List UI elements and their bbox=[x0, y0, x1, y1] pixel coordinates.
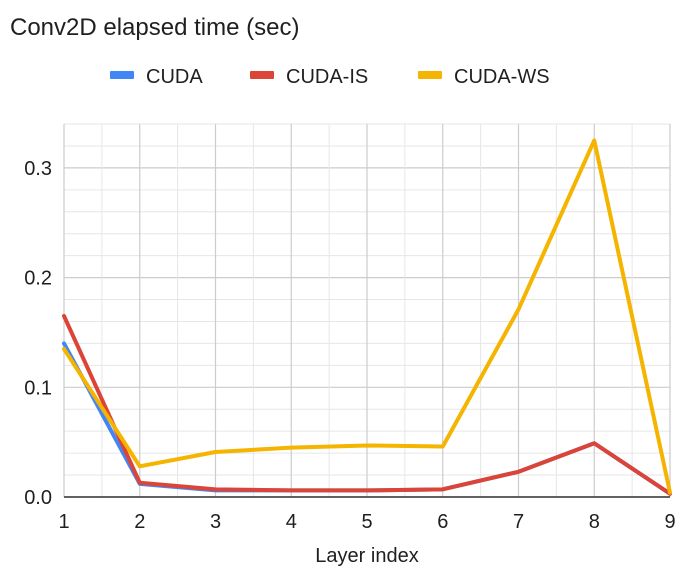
x-tick-label: 9 bbox=[664, 511, 675, 533]
y-tick-label: 0.1 bbox=[24, 377, 52, 399]
x-axis-ticks: 1 2 3 4 5 6 7 8 9 bbox=[58, 511, 675, 533]
grid-lines bbox=[63, 123, 671, 498]
x-tick-label: 5 bbox=[361, 511, 372, 533]
y-tick-label: 0.3 bbox=[24, 158, 52, 180]
legend-item-cuda-ws: CUDA-WS bbox=[418, 66, 550, 88]
x-tick-label: 8 bbox=[589, 511, 600, 533]
legend-swatch bbox=[418, 71, 442, 79]
legend-swatch bbox=[110, 71, 134, 79]
x-tick-label: 1 bbox=[58, 511, 69, 533]
legend-label: CUDA bbox=[146, 66, 203, 88]
x-axis-label: Layer index bbox=[315, 545, 418, 567]
y-tick-label: 0.2 bbox=[24, 268, 52, 290]
x-tick-label: 7 bbox=[513, 511, 524, 533]
series-line-cuda-ws bbox=[62, 138, 672, 495]
legend-label: CUDA-IS bbox=[286, 66, 368, 88]
y-tick-label: 0.0 bbox=[24, 487, 52, 509]
legend-item-cuda: CUDA bbox=[110, 66, 203, 88]
x-tick-label: 4 bbox=[286, 511, 297, 533]
y-axis-ticks: 0.0 0.1 0.2 0.3 bbox=[24, 158, 52, 509]
legend-label: CUDA-WS bbox=[454, 66, 550, 88]
series-line-cuda-is bbox=[62, 313, 672, 496]
chart-title: Conv2D elapsed time (sec) bbox=[10, 14, 300, 41]
series-lines bbox=[62, 138, 672, 496]
x-tick-label: 2 bbox=[134, 511, 145, 533]
legend-swatch bbox=[250, 71, 274, 79]
x-tick-label: 6 bbox=[437, 511, 448, 533]
x-tick-label: 3 bbox=[210, 511, 221, 533]
legend: CUDA CUDA-IS CUDA-WS bbox=[110, 66, 550, 88]
legend-item-cuda-is: CUDA-IS bbox=[250, 66, 368, 88]
